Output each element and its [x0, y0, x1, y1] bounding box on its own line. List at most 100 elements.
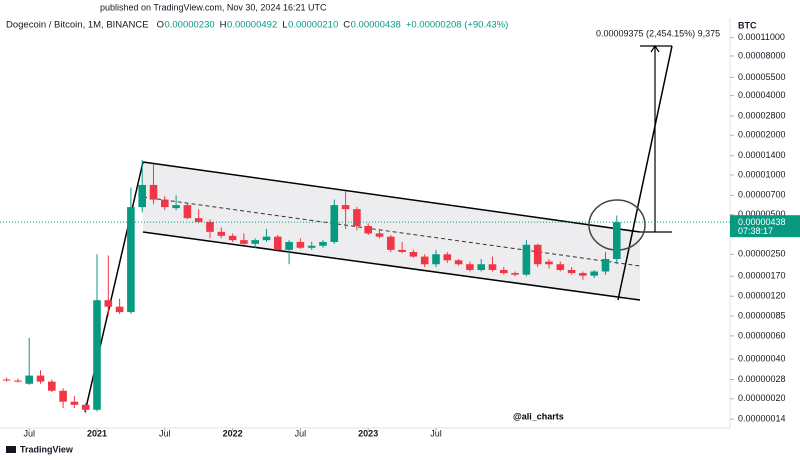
candle-body: [533, 244, 542, 265]
y-tick-label: 0.00001000: [738, 169, 786, 179]
channel-upper: [142, 161, 641, 233]
candle-body: [217, 231, 226, 236]
candle-body: [319, 241, 327, 246]
candles: [2, 159, 621, 414]
candle-body: [48, 381, 56, 391]
y-tick-label: 0.00000700: [738, 190, 786, 200]
candle-body: [466, 264, 474, 270]
candle-body: [36, 375, 45, 382]
y-tick-label: 0.00000120: [738, 291, 786, 301]
y-tick-label: 0.00000028: [738, 374, 786, 384]
legend-key: C: [343, 20, 350, 31]
legend-key: L: [282, 20, 287, 31]
y-tick-label: 0.00000014: [738, 414, 786, 424]
candle-body: [183, 205, 192, 219]
brand: TradingView: [20, 444, 74, 454]
candle-body: [488, 264, 497, 270]
y-tick-label: 0.00000020: [738, 393, 786, 403]
candle-body: [545, 261, 553, 265]
candle-body: [25, 375, 33, 384]
y-tick-label: 0.00005500: [738, 72, 786, 82]
candle-body: [251, 240, 259, 244]
candle-body: [14, 380, 22, 382]
candle-body: [601, 259, 610, 272]
x-tick-label: Jul: [430, 428, 442, 438]
candle-body: [341, 205, 350, 210]
x-tick-label: 2023: [358, 428, 378, 438]
candle-body: [364, 225, 372, 234]
y-tick-label: 0.00000500: [738, 209, 786, 219]
candle-body: [104, 300, 113, 307]
candle-body: [93, 300, 101, 410]
candle-body: [556, 264, 565, 270]
candle-body: [194, 218, 203, 222]
candle-body: [127, 207, 135, 313]
candle-body: [511, 273, 519, 275]
price-box: [730, 215, 800, 238]
legend-value: 0.00000230: [164, 20, 214, 31]
candle-body: [138, 184, 146, 208]
candle-body: [330, 205, 339, 242]
y-tick-label: 0.00000040: [738, 353, 786, 363]
candle-body: [409, 252, 418, 257]
y-tick-label: 0.00000250: [738, 249, 786, 259]
x-tick-label: 2022: [223, 428, 243, 438]
candle-body: [613, 222, 621, 260]
candle-body: [161, 199, 169, 208]
y-tick-label: 0.00000060: [738, 330, 786, 340]
candle-body: [432, 254, 440, 265]
candle-body: [172, 205, 180, 209]
candle-body: [454, 260, 463, 265]
legend-value: 0.00000210: [288, 20, 338, 31]
axis-unit: BTC: [738, 20, 757, 30]
candle-body: [262, 236, 271, 241]
y-tick-label: 0.00002800: [738, 110, 786, 120]
candle-body: [375, 233, 384, 237]
y-tick-label: 0.00002000: [738, 130, 786, 140]
candle-body: [296, 241, 305, 248]
candle-body: [567, 269, 576, 274]
measure-label: 0.00009375 (2,454.15%) 9,375: [596, 28, 720, 38]
published-note: published on TradingView.com, Nov 30, 20…: [100, 2, 327, 12]
candle-body: [522, 244, 531, 275]
y-tick-label: 0.00000170: [738, 271, 786, 281]
y-tick-label: 0.00000085: [738, 310, 786, 320]
candle-body: [149, 184, 158, 200]
legend-value: 0.00000438: [351, 20, 401, 31]
candle-body: [477, 264, 485, 270]
legend-value: +0.00000208 (+90.43%): [406, 20, 508, 31]
legend-key: H: [220, 20, 227, 31]
countdown: 07:38:17: [738, 226, 773, 236]
candle-body: [2, 379, 11, 381]
candle-body: [420, 256, 429, 265]
logo-mark: [6, 446, 16, 453]
candle-body: [274, 236, 282, 250]
candle-body: [285, 241, 293, 250]
candle-body: [228, 235, 237, 241]
channel-lower: [142, 231, 641, 301]
candle-body: [387, 236, 395, 250]
candle-body: [590, 271, 598, 276]
candle-body: [398, 249, 406, 253]
price-label: 0.00000438: [738, 217, 786, 227]
candle-body: [70, 401, 79, 405]
candle-body: [81, 404, 90, 410]
candle-body: [353, 209, 361, 226]
candle-body: [206, 221, 214, 232]
candle-body: [443, 254, 452, 261]
channel-fill: [143, 162, 640, 300]
watermark: @ali_charts: [513, 411, 564, 421]
y-tick-label: 0.00004000: [738, 90, 786, 100]
candle-body: [579, 273, 587, 276]
candle-body: [115, 306, 124, 313]
candle-body: [307, 245, 316, 248]
x-tick-label: Jul: [295, 428, 307, 438]
legend-value: 0.00000492: [227, 20, 277, 31]
legend-key: O: [157, 20, 164, 31]
y-tick-label: 0.00011000: [738, 32, 785, 42]
y-tick-label: 0.00001400: [738, 150, 786, 160]
y-tick-label: 0.00008000: [738, 50, 786, 60]
x-tick-label: Jul: [159, 428, 171, 438]
